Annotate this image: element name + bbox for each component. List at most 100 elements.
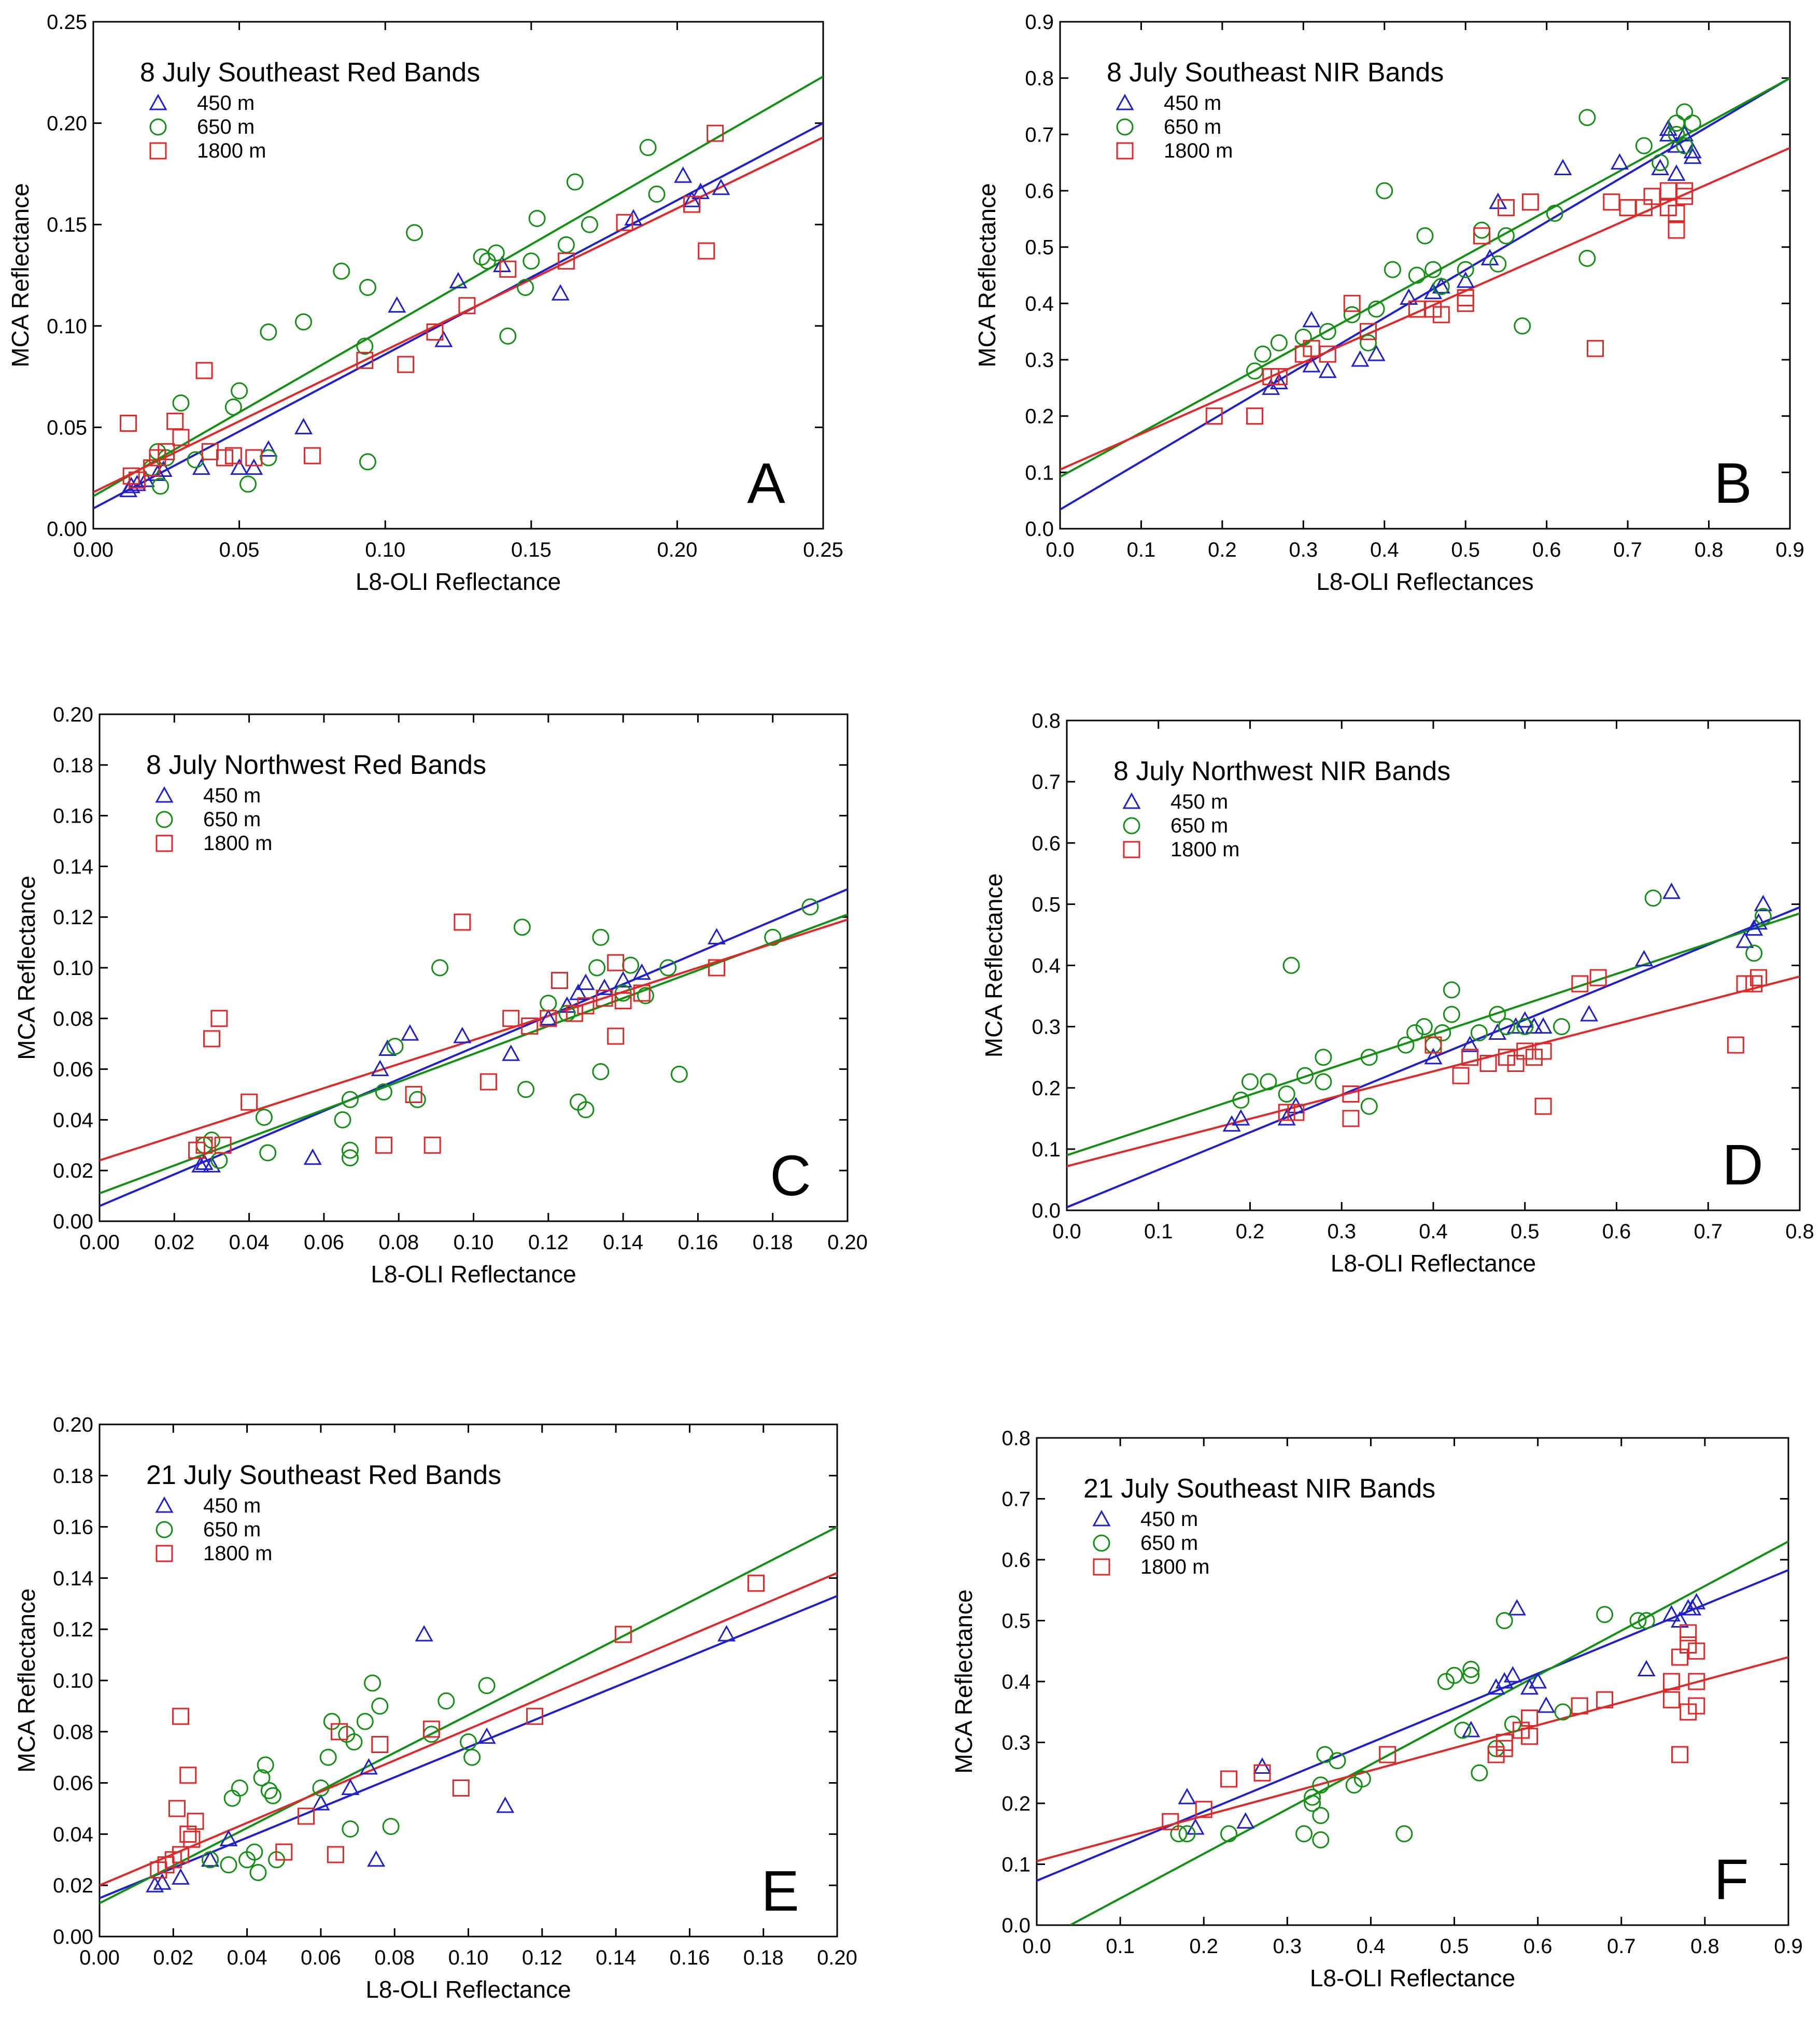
x-axis-label: L8-OLI Reflectance bbox=[356, 568, 561, 595]
data-point bbox=[260, 323, 277, 341]
y-tick-label: 0.08 bbox=[53, 1721, 93, 1744]
y-tick-label: 0.05 bbox=[47, 416, 87, 439]
data-point bbox=[616, 214, 633, 231]
data-point bbox=[1443, 981, 1460, 999]
data-point bbox=[367, 1850, 386, 1867]
data-point bbox=[1668, 125, 1685, 143]
y-tick-label: 0.04 bbox=[53, 1109, 93, 1132]
legend-label: 650 m bbox=[1164, 116, 1221, 138]
data-point bbox=[171, 1868, 190, 1885]
x-tick-label: 0.15 bbox=[511, 539, 552, 561]
data-point bbox=[670, 1065, 688, 1083]
data-point bbox=[1424, 1036, 1442, 1054]
legend-marker bbox=[149, 142, 167, 160]
data-point bbox=[1278, 1085, 1295, 1103]
data-point bbox=[1319, 323, 1336, 341]
x-tick-label: 0.00 bbox=[79, 1946, 120, 1969]
y-tick-label: 0.6 bbox=[1032, 832, 1061, 855]
data-point bbox=[1675, 125, 1694, 142]
data-point bbox=[1596, 1606, 1614, 1623]
data-point bbox=[1384, 261, 1401, 278]
legend-label: 650 m bbox=[1140, 1532, 1198, 1555]
fit-line bbox=[100, 919, 848, 1162]
data-point bbox=[453, 1026, 472, 1043]
y-tick-label: 0.8 bbox=[1025, 67, 1054, 90]
y-tick-label: 0.14 bbox=[53, 1567, 93, 1590]
data-point bbox=[214, 1136, 232, 1154]
y-tick-label: 0.00 bbox=[53, 1210, 93, 1233]
data-point bbox=[1745, 975, 1763, 993]
legend-marker bbox=[1093, 1558, 1110, 1576]
data-point bbox=[1659, 125, 1677, 142]
x-tick-label: 0.1 bbox=[1106, 1935, 1135, 1958]
y-tick-label: 0.16 bbox=[53, 805, 93, 828]
data-point bbox=[1287, 1104, 1305, 1121]
legend-marker bbox=[156, 811, 173, 828]
data-point bbox=[1359, 334, 1377, 351]
fit-line bbox=[1037, 1656, 1788, 1862]
data-point bbox=[1668, 221, 1685, 239]
data-point bbox=[172, 429, 190, 446]
legend-marker bbox=[156, 1521, 173, 1538]
data-point bbox=[496, 1796, 515, 1813]
data-point bbox=[359, 1758, 378, 1775]
data-point bbox=[1635, 137, 1653, 154]
data-point bbox=[152, 477, 170, 495]
data-point bbox=[1537, 1696, 1556, 1713]
data-point bbox=[458, 297, 476, 315]
data-point bbox=[295, 313, 313, 331]
data-point bbox=[1750, 969, 1767, 986]
data-point bbox=[1521, 193, 1539, 211]
data-point bbox=[1457, 261, 1474, 278]
y-tick-label: 0.2 bbox=[1032, 1077, 1061, 1100]
legend-label: 650 m bbox=[1170, 814, 1228, 837]
y-tick-label: 0.10 bbox=[47, 315, 87, 338]
data-area bbox=[1060, 77, 1790, 511]
y-tick-label: 0.0 bbox=[1025, 518, 1054, 541]
legend-label: 450 m bbox=[197, 92, 255, 115]
data-point bbox=[1578, 109, 1596, 126]
data-point bbox=[1571, 1697, 1588, 1715]
data-point bbox=[1424, 1048, 1443, 1065]
data-point bbox=[639, 139, 657, 157]
data-point bbox=[1507, 1599, 1526, 1616]
x-tick-label: 0.6 bbox=[1532, 539, 1561, 561]
data-point bbox=[1754, 895, 1772, 911]
data-point bbox=[1662, 1691, 1680, 1708]
legend-marker bbox=[155, 786, 174, 803]
y-tick-label: 0.00 bbox=[47, 518, 87, 541]
data-point bbox=[1497, 227, 1515, 245]
data-point bbox=[1579, 1005, 1599, 1022]
data-point bbox=[1659, 182, 1677, 200]
data-point bbox=[523, 252, 540, 270]
data-point bbox=[149, 443, 166, 460]
data-point bbox=[245, 449, 263, 467]
data-point bbox=[1220, 1825, 1238, 1843]
data-point bbox=[333, 262, 350, 280]
data-point bbox=[219, 1830, 238, 1846]
data-point bbox=[540, 994, 557, 1012]
panel-b: 0.0 0.1 0.2 0.3 0.4 0.5 0.6 0.7 0.8 0.9 0.0 0.1 0.2 0… bbox=[974, 11, 1804, 595]
data-point bbox=[371, 1736, 389, 1753]
x-tick-label: 0.04 bbox=[227, 1946, 267, 1969]
data-point bbox=[239, 475, 257, 493]
y-tick-label: 0.00 bbox=[53, 1926, 93, 1948]
data-point bbox=[1432, 277, 1450, 294]
x-tick-label: 0.16 bbox=[669, 1946, 710, 1969]
data-point bbox=[1571, 975, 1589, 993]
data-point bbox=[1342, 1085, 1360, 1103]
fit-line bbox=[1067, 906, 1800, 1208]
data-point bbox=[1315, 1073, 1332, 1091]
data-point bbox=[1634, 950, 1654, 967]
y-tick-label: 0.2 bbox=[1001, 1792, 1031, 1815]
data-point bbox=[241, 1093, 258, 1111]
y-axis-label: MCA Reflectance bbox=[7, 183, 34, 367]
data-point bbox=[312, 1794, 330, 1811]
y-tick-label: 0.10 bbox=[53, 1670, 93, 1692]
data-point bbox=[454, 913, 471, 931]
data-point bbox=[499, 260, 517, 278]
x-axis-label: L8-OLI Reflectance bbox=[365, 1976, 571, 2003]
panel-e: 0.00 0.02 0.04 0.06 0.08 0.10 0.12 0.14 0.16 0.18… bbox=[13, 1414, 857, 2003]
data-point bbox=[633, 984, 651, 1002]
data-point bbox=[264, 1787, 281, 1804]
